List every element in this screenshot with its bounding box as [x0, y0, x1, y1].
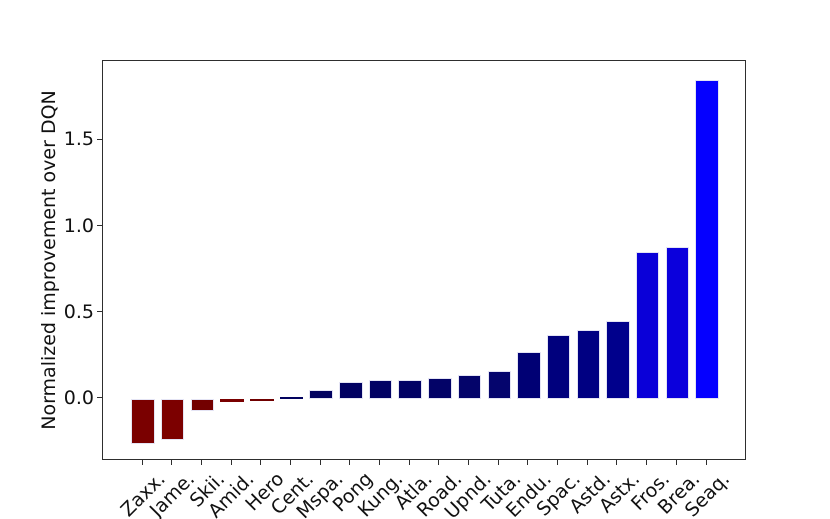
x-tick-mark — [230, 460, 232, 465]
x-tick-mark — [586, 460, 588, 465]
x-tick-mark — [468, 460, 469, 465]
x-tick-mark — [289, 460, 291, 465]
y-tick-label: 0.5 — [63, 300, 94, 323]
bar-kung — [368, 380, 393, 399]
y-tick-label: 1.0 — [63, 214, 94, 237]
x-tick-mark — [705, 460, 707, 465]
bar-jame — [160, 398, 185, 441]
bar-mspa — [309, 390, 333, 399]
bar-astx — [606, 321, 630, 399]
x-tick-mark — [646, 460, 648, 465]
bar-seaq — [695, 80, 719, 399]
bar-astd — [576, 330, 600, 399]
x-tick-mark — [616, 460, 618, 465]
bar-hero — [250, 398, 274, 401]
bar-cent — [279, 397, 304, 399]
x-tick-mark — [379, 460, 380, 465]
x-tick-mark — [675, 460, 677, 465]
bar-spac — [546, 335, 571, 399]
x-tick-mark — [349, 460, 351, 465]
bar-brea — [665, 247, 690, 399]
y-tick-label: 0.0 — [63, 386, 94, 409]
bar-endu — [517, 352, 541, 399]
bar-tuta — [487, 371, 511, 399]
x-tick-mark — [438, 460, 440, 465]
x-tick-mark — [200, 460, 202, 465]
bar-atla — [398, 380, 422, 399]
x-tick-mark — [408, 460, 410, 465]
y-tick-label: 1.5 — [63, 128, 94, 151]
x-tick-mark — [497, 460, 499, 465]
bar-zaxx — [131, 398, 155, 444]
bar-amid — [220, 398, 244, 403]
bar-skii — [190, 398, 215, 411]
x-tick-mark — [319, 460, 321, 465]
bar-road — [428, 378, 452, 399]
bar-fros — [635, 252, 660, 399]
bar-upnd — [457, 374, 482, 399]
x-tick-mark — [527, 460, 529, 465]
y-tick-mark — [97, 397, 102, 399]
x-tick-mark — [141, 460, 143, 465]
x-tick-mark — [260, 460, 262, 465]
bar-pong — [339, 381, 363, 399]
plot-area — [102, 60, 746, 460]
x-tick-mark — [171, 460, 173, 465]
y-tick-mark — [97, 311, 102, 313]
y-tick-mark — [97, 138, 102, 140]
x-tick-mark — [557, 460, 559, 465]
y-tick-mark — [97, 225, 102, 226]
